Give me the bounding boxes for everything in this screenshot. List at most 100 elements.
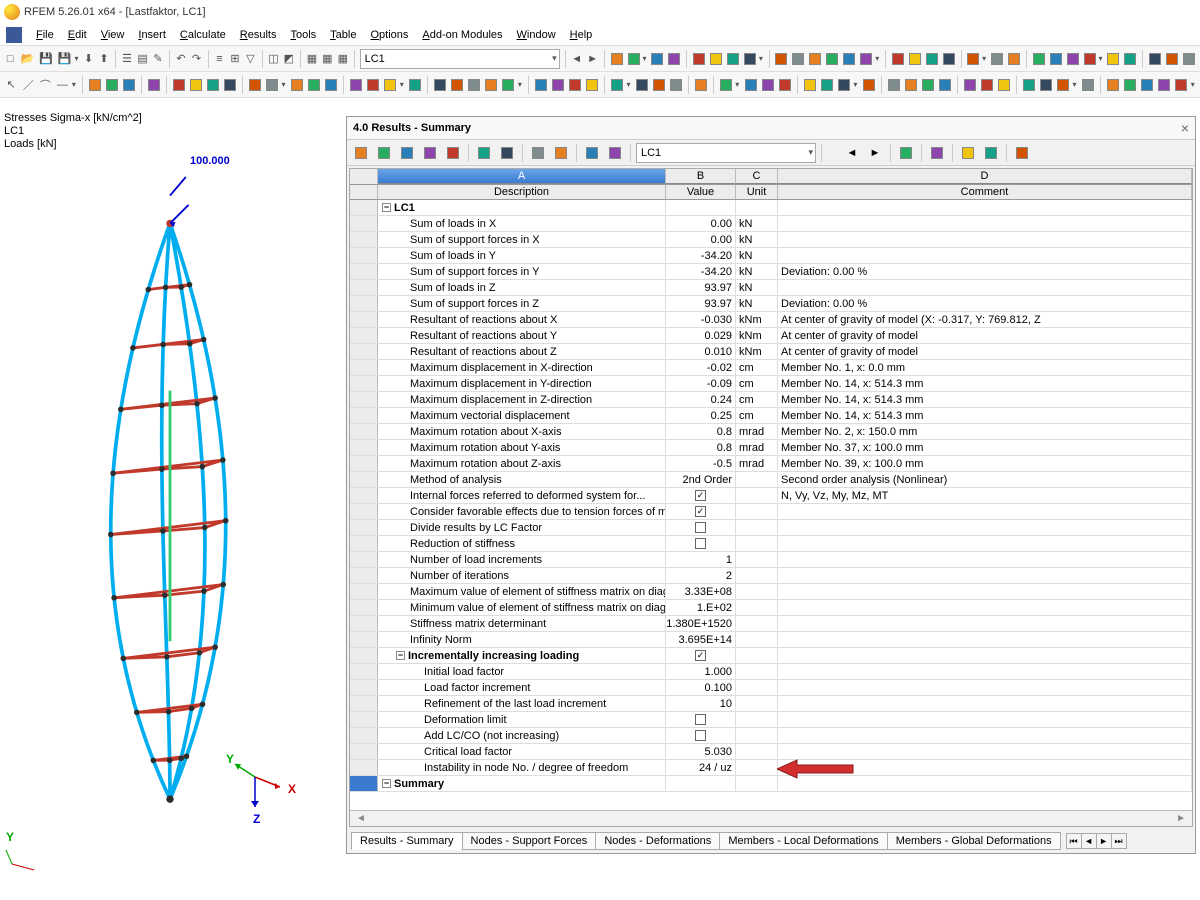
panel-btn-6[interactable] bbox=[474, 143, 494, 163]
bc1-button[interactable] bbox=[803, 75, 817, 95]
tab-members-global-deformations[interactable]: Members - Global Deformations bbox=[887, 832, 1061, 850]
m3-button[interactable] bbox=[726, 49, 740, 69]
panel-btn-2[interactable] bbox=[397, 143, 417, 163]
grid-row[interactable]: Maximum value of element of stiffness ma… bbox=[350, 584, 1192, 600]
a1-button[interactable] bbox=[719, 75, 733, 95]
grid-row[interactable]: Infinity Norm3.695E+14 bbox=[350, 632, 1192, 648]
close-icon[interactable]: × bbox=[1181, 120, 1189, 136]
tab-nav[interactable]: ⏮ bbox=[1066, 833, 1082, 849]
loadcase-combo[interactable]: LC1 bbox=[360, 49, 560, 69]
panel-btn-9[interactable] bbox=[528, 143, 548, 163]
g5-button[interactable] bbox=[501, 75, 515, 95]
t2-button[interactable] bbox=[551, 75, 565, 95]
grid-row[interactable]: Maximum vectorial displacement0.25cmMemb… bbox=[350, 408, 1192, 424]
grid-row[interactable]: Number of load increments1 bbox=[350, 552, 1192, 568]
table2-button[interactable]: ▦ bbox=[321, 49, 333, 69]
grid-row[interactable]: Deformation limit bbox=[350, 712, 1192, 728]
grid-row[interactable]: Number of iterations2 bbox=[350, 568, 1192, 584]
grid-row[interactable]: Maximum displacement in Y-direction-0.09… bbox=[350, 376, 1192, 392]
ld1-button[interactable] bbox=[887, 75, 901, 95]
h1-button[interactable] bbox=[1148, 49, 1162, 69]
panel-btn-7[interactable] bbox=[497, 143, 517, 163]
q1-button[interactable] bbox=[891, 49, 905, 69]
grid-h-scrollbar[interactable]: ◄ ► bbox=[350, 810, 1192, 826]
s5-button[interactable] bbox=[1106, 49, 1120, 69]
panel-btn-23[interactable] bbox=[927, 143, 947, 163]
arc2-button[interactable] bbox=[105, 75, 119, 95]
g3-button[interactable] bbox=[1007, 49, 1021, 69]
p2-button[interactable] bbox=[791, 49, 805, 69]
panel-btn-28[interactable] bbox=[1012, 143, 1032, 163]
grid-row[interactable]: Minimum value of element of stiffness ma… bbox=[350, 600, 1192, 616]
col-letter-a[interactable]: A bbox=[378, 169, 666, 184]
shape-button[interactable] bbox=[147, 75, 161, 95]
save-button[interactable]: 💾 bbox=[38, 49, 54, 69]
z4-button[interactable] bbox=[1157, 75, 1171, 95]
grid-row[interactable]: Load factor increment0.100 bbox=[350, 680, 1192, 696]
ld4-button[interactable] bbox=[938, 75, 952, 95]
grid-row[interactable]: Stiffness matrix determinant1.380E+1520 bbox=[350, 616, 1192, 632]
prev-button[interactable]: ◄ bbox=[570, 49, 583, 69]
q3-button[interactable] bbox=[925, 49, 939, 69]
q4-button[interactable] bbox=[942, 49, 956, 69]
grid-row[interactable]: Resultant of reactions about X-0.030kNmA… bbox=[350, 312, 1192, 328]
grid-row[interactable]: Instability in node No. / degree of free… bbox=[350, 760, 1192, 776]
grid-row[interactable]: Maximum rotation about Z-axis-0.5mradMem… bbox=[350, 456, 1192, 472]
panel-btn-25[interactable] bbox=[958, 143, 978, 163]
panel-btn-21[interactable] bbox=[896, 143, 916, 163]
bc4-button[interactable] bbox=[862, 75, 876, 95]
panel-btn-10[interactable] bbox=[551, 143, 571, 163]
grid-row[interactable]: −Summary bbox=[350, 776, 1192, 792]
grid-row[interactable]: Maximum rotation about Y-axis0.8mradMemb… bbox=[350, 440, 1192, 456]
panel-btn-26[interactable] bbox=[981, 143, 1001, 163]
v3-button[interactable] bbox=[997, 75, 1011, 95]
g2-button[interactable] bbox=[450, 75, 464, 95]
panel-btn-1[interactable] bbox=[374, 143, 394, 163]
p3-button[interactable] bbox=[808, 49, 822, 69]
next-button[interactable]: ► bbox=[586, 49, 599, 69]
menu-help[interactable]: Help bbox=[564, 27, 599, 43]
node1-button[interactable] bbox=[172, 75, 186, 95]
p6-button[interactable] bbox=[859, 49, 873, 69]
bc2-button[interactable] bbox=[820, 75, 834, 95]
tab-nav[interactable]: ► bbox=[1096, 833, 1112, 849]
m4-button[interactable] bbox=[743, 49, 757, 69]
export-button[interactable]: ⬆ bbox=[98, 49, 110, 69]
grid-row[interactable]: Sum of support forces in Z93.97kNDeviati… bbox=[350, 296, 1192, 312]
grid-row[interactable]: Consider favorable effects due to tensio… bbox=[350, 504, 1192, 520]
move-button[interactable] bbox=[635, 75, 649, 95]
divs-button[interactable] bbox=[694, 75, 708, 95]
node4-button[interactable] bbox=[223, 75, 237, 95]
filter-button[interactable]: ▽ bbox=[244, 49, 256, 69]
viewport[interactable]: Stresses Sigma-x [kN/cm^2] LC1 Loads [kN… bbox=[0, 102, 346, 900]
surf1-button[interactable] bbox=[248, 75, 262, 95]
menu-view[interactable]: View bbox=[95, 27, 131, 43]
g3-button[interactable] bbox=[467, 75, 481, 95]
a3-button[interactable] bbox=[761, 75, 775, 95]
surf2-button[interactable] bbox=[265, 75, 279, 95]
surf5-button[interactable] bbox=[324, 75, 338, 95]
t4-button[interactable] bbox=[585, 75, 599, 95]
f4-button[interactable] bbox=[1081, 75, 1095, 95]
tab-nav[interactable]: ◄ bbox=[1081, 833, 1097, 849]
r4-button[interactable] bbox=[667, 49, 681, 69]
grid-row[interactable]: Resultant of reactions about Y0.029kNmAt… bbox=[350, 328, 1192, 344]
grid-row[interactable]: −Incrementally increasing loading✓ bbox=[350, 648, 1192, 664]
grid-row[interactable]: Critical load factor5.030 bbox=[350, 744, 1192, 760]
layers-button[interactable]: ≡ bbox=[213, 49, 225, 69]
t3-button[interactable] bbox=[568, 75, 582, 95]
grid-button[interactable]: ⊞ bbox=[229, 49, 241, 69]
node2-button[interactable] bbox=[189, 75, 203, 95]
import-button[interactable]: ⬇ bbox=[82, 49, 94, 69]
props-button[interactable]: ▤ bbox=[136, 49, 148, 69]
grid-row[interactable]: Maximum rotation about X-axis0.8mradMemb… bbox=[350, 424, 1192, 440]
grid-row[interactable]: Refinement of the last load increment10 bbox=[350, 696, 1192, 712]
mesh-button[interactable]: ◫ bbox=[267, 49, 279, 69]
surf3-button[interactable] bbox=[290, 75, 304, 95]
menu-window[interactable]: Window bbox=[511, 27, 562, 43]
panel-btn-13[interactable] bbox=[605, 143, 625, 163]
menu-edit[interactable]: Edit bbox=[62, 27, 93, 43]
g4-button[interactable] bbox=[484, 75, 498, 95]
f1-button[interactable] bbox=[1022, 75, 1036, 95]
z2-button[interactable] bbox=[1123, 75, 1137, 95]
